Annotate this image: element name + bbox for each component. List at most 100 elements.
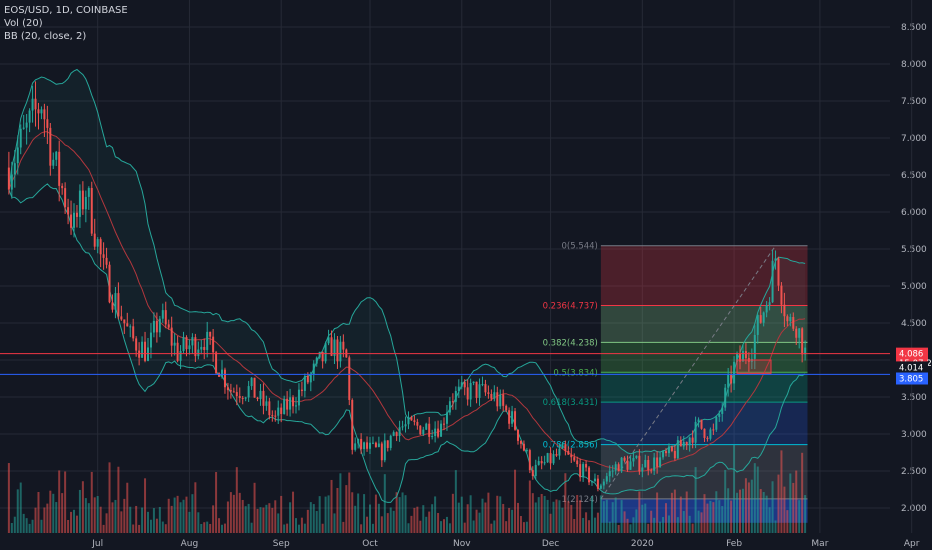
candle-body	[656, 457, 659, 467]
volume-bar	[712, 502, 715, 533]
candle-body	[679, 440, 682, 447]
candle-body	[173, 342, 176, 346]
candle-body	[715, 416, 718, 430]
candle-body	[437, 428, 440, 437]
volume-bar	[709, 500, 712, 533]
volume-bar	[318, 496, 321, 533]
volume-bar	[173, 497, 176, 533]
y-tick-label: 2.000	[901, 504, 927, 514]
candle-body	[19, 128, 22, 148]
volume-bar	[555, 499, 558, 533]
volume-bar	[357, 493, 360, 533]
candle-body	[593, 478, 596, 482]
volume-bar	[499, 496, 502, 533]
volume-bar	[324, 496, 327, 533]
volume-bar	[182, 499, 185, 533]
fib-level-label: 0.5(3.834)	[553, 368, 597, 378]
volume-bar	[259, 507, 262, 533]
volume-bar	[789, 473, 792, 533]
candle-body	[448, 401, 451, 413]
volume-bar	[360, 524, 363, 533]
volume-bar	[697, 510, 700, 533]
bb-basis-line	[8, 131, 806, 473]
volume-bar	[451, 493, 454, 533]
volume-bar	[596, 512, 599, 533]
volume-bar	[398, 497, 401, 533]
candle-body	[81, 190, 84, 210]
volume-bar	[114, 499, 117, 533]
candle-body	[312, 363, 315, 375]
volume-bar	[209, 523, 212, 533]
volume-bar	[99, 506, 102, 533]
candle-body	[543, 462, 546, 464]
candle-body	[185, 337, 188, 350]
volume-bar	[132, 524, 135, 533]
candle-body	[34, 98, 37, 110]
candle-body	[135, 338, 138, 351]
candle-body	[96, 239, 99, 247]
volume-bar	[19, 482, 22, 533]
candle-body	[78, 190, 81, 217]
volume-bar	[389, 507, 392, 533]
volume-bar	[271, 507, 274, 533]
candle-body	[93, 233, 96, 247]
candle-body	[596, 478, 599, 489]
candle-body	[454, 390, 457, 402]
volume-bar	[93, 497, 96, 533]
candle-body	[789, 316, 792, 322]
volume-bar	[43, 507, 46, 533]
candle-body	[792, 316, 795, 329]
volume-bar	[762, 491, 765, 533]
volume-bar	[650, 510, 653, 533]
volume-bar	[413, 507, 416, 533]
candle-body	[531, 470, 534, 477]
volume-bar	[241, 499, 244, 533]
candle-body	[511, 411, 514, 424]
volume-bar	[309, 502, 312, 533]
candle-body	[351, 399, 354, 450]
candle-body	[377, 443, 380, 447]
volume-bar	[605, 499, 608, 533]
candle-body	[90, 187, 93, 234]
volume-bar	[40, 519, 43, 533]
candle-body	[404, 424, 407, 427]
candle-body	[386, 440, 389, 448]
candle-body	[10, 174, 13, 190]
volume-bar	[144, 478, 147, 533]
candle-body	[55, 151, 58, 160]
candle-body	[753, 334, 756, 359]
volume-bar	[662, 517, 665, 533]
candle-body	[161, 310, 164, 319]
candle-body	[392, 432, 395, 436]
candle-body	[460, 382, 463, 387]
volume-bar	[617, 524, 620, 533]
candle-body	[502, 394, 505, 406]
volume-bar	[508, 507, 511, 533]
candle-body	[428, 423, 431, 437]
volume-bar	[694, 467, 697, 533]
candle-body	[327, 337, 330, 344]
volume-bar	[280, 495, 283, 533]
x-tick-label: Feb	[726, 539, 742, 549]
volume-bar	[667, 515, 670, 533]
volume-bar	[176, 495, 179, 533]
candle-body	[360, 438, 363, 450]
candle-body	[315, 357, 318, 364]
volume-bar	[342, 521, 345, 533]
chart-legend: EOS/USD, 1D, COINBASE Vol (20) BB (20, c…	[4, 4, 128, 43]
candle-body	[43, 109, 46, 120]
volume-bar	[161, 521, 164, 533]
fib-level-label: 0(5.544)	[562, 242, 598, 252]
price-axis-tag: 3.805	[896, 372, 928, 385]
candle-body	[247, 386, 250, 398]
candle-body	[508, 410, 511, 424]
candle-body	[718, 413, 721, 417]
volume-bar	[34, 507, 37, 533]
volume-bar	[564, 473, 567, 533]
volume-bar	[626, 518, 629, 533]
volume-bar	[688, 515, 691, 533]
candle-body	[579, 464, 582, 478]
candle-body	[413, 420, 416, 422]
volume-bar	[460, 496, 463, 533]
